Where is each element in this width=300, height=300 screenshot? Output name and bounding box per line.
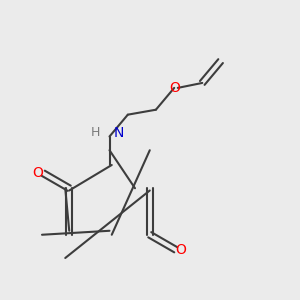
Text: N: N (114, 126, 124, 140)
Text: H: H (91, 126, 101, 140)
Text: O: O (32, 166, 43, 180)
Text: O: O (169, 81, 180, 95)
Text: O: O (176, 243, 187, 257)
